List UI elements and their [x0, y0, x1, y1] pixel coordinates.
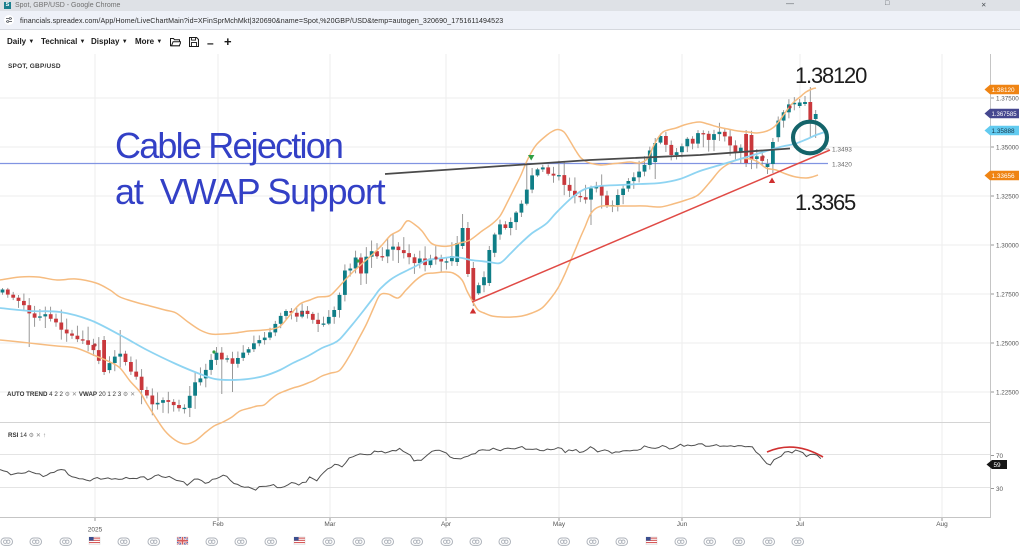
svg-text:May: May	[553, 521, 566, 528]
svg-text:1.38120: 1.38120	[992, 87, 1016, 94]
svg-text:1.33656: 1.33656	[992, 173, 1016, 180]
svg-text:at VWAP Support: at VWAP Support	[115, 171, 386, 212]
svg-text:AUTO TREND 4 2 2 ⚙ ✕ VWAP 20: AUTO TREND 4 2 2 ⚙ ✕ VWAP 20 1 2 3 ⚙ ✕	[7, 391, 135, 398]
svg-text:1.37500: 1.37500	[996, 96, 1019, 103]
svg-text:Jun: Jun	[677, 521, 688, 528]
svg-text:1.3493: 1.3493	[832, 147, 852, 154]
svg-text:1.3420: 1.3420	[832, 162, 852, 169]
svg-text:1.35888: 1.35888	[992, 128, 1016, 135]
svg-text:1.32500: 1.32500	[996, 194, 1019, 201]
svg-text:1.22500: 1.22500	[996, 390, 1019, 397]
svg-text:Mar: Mar	[324, 521, 336, 528]
svg-text:1.27500: 1.27500	[996, 292, 1019, 299]
svg-text:2025: 2025	[88, 527, 103, 534]
svg-text:70: 70	[996, 453, 1004, 460]
svg-text:1.30000: 1.30000	[996, 243, 1019, 250]
svg-text:1.25000: 1.25000	[996, 341, 1019, 348]
svg-text:1.38120: 1.38120	[795, 63, 867, 88]
svg-text:SPOT, GBP/USD: SPOT, GBP/USD	[8, 63, 61, 70]
svg-text:1.367585: 1.367585	[992, 112, 1018, 118]
svg-text:1.35000: 1.35000	[996, 145, 1019, 152]
svg-text:30: 30	[996, 486, 1004, 493]
svg-text:59: 59	[994, 462, 1002, 469]
svg-text:Apr: Apr	[441, 521, 452, 528]
svg-text:1.3365: 1.3365	[795, 190, 856, 215]
svg-text:RSI 14 ⚙ ✕ ↑: RSI 14 ⚙ ✕ ↑	[8, 432, 46, 439]
svg-text:Jul: Jul	[796, 521, 805, 528]
svg-text:Cable Rejection: Cable Rejection	[115, 125, 342, 166]
svg-text:Aug: Aug	[936, 521, 948, 528]
svg-text:Feb: Feb	[212, 521, 224, 528]
